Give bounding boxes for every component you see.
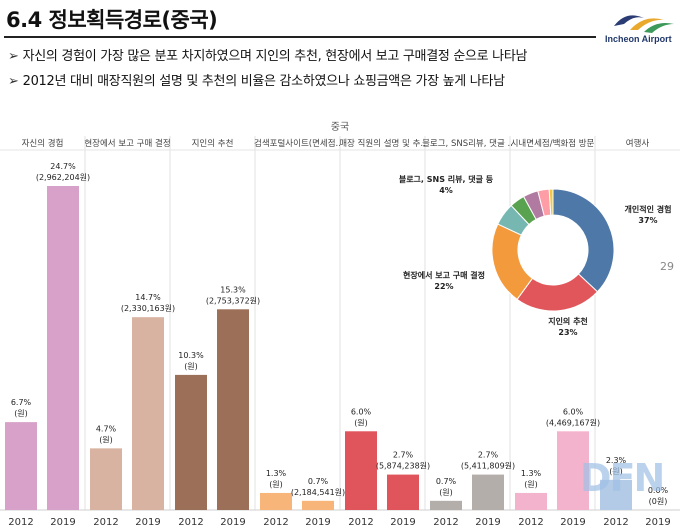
bar-value-label: 14.7% xyxy=(135,293,161,302)
panel-label: 블로그, SNS리뷰, 댓글 .. xyxy=(422,138,513,149)
bar-amount-label: (원) xyxy=(609,467,623,476)
pie-value-label: 37% xyxy=(638,216,657,225)
bar-value-label: 0.7% xyxy=(308,477,329,486)
incheon-airport-logo-icon xyxy=(614,15,674,33)
panel-label: 검색포털사이트(면세점.. xyxy=(254,138,341,149)
bar-amount-label: (원) xyxy=(439,488,453,497)
bar-value-label: 6.0% xyxy=(563,407,584,416)
pie-label: 블로그, SNS 리뷰, 댓글 등 xyxy=(399,174,494,184)
x-tick-label: 2012 xyxy=(603,517,628,528)
bar-amount-label: (원) xyxy=(99,435,113,444)
logo-text: Incheon Airport xyxy=(605,34,672,44)
bar-value-label: 4.7% xyxy=(96,424,117,433)
bar xyxy=(345,431,377,510)
bar xyxy=(302,500,334,510)
title-rule xyxy=(4,36,596,38)
bar-amount-label: (2,330,163원) xyxy=(121,304,175,313)
bar xyxy=(90,448,122,510)
x-tick-label: 2012 xyxy=(348,517,373,528)
bar xyxy=(217,309,249,510)
x-tick-label: 2012 xyxy=(178,517,203,528)
bar-amount-label: (원) xyxy=(524,480,538,489)
bar-value-label: 2.7% xyxy=(478,451,499,460)
pie-label: 지인의 추천 xyxy=(548,316,588,326)
panel-label: 자신의 경험 xyxy=(22,138,64,149)
bar xyxy=(600,479,632,510)
bullet-arrow-icon: ➢ xyxy=(8,74,19,89)
pie-label: 현장에서 보고 구매 결정 xyxy=(403,270,485,280)
pie-value-label: 23% xyxy=(558,328,577,337)
panel-label: 지인의 추천 xyxy=(192,138,234,149)
bar-value-label: 0.7% xyxy=(436,477,457,486)
bar xyxy=(557,431,589,510)
bar-value-label: 6.7% xyxy=(11,398,32,407)
bar-value-label: 10.3% xyxy=(178,351,204,360)
x-tick-label: 2019 xyxy=(390,517,415,528)
bullet-arrow-icon: ➢ xyxy=(8,49,19,64)
bar-amount-label: (원) xyxy=(269,480,283,489)
x-tick-label: 2012 xyxy=(263,517,288,528)
panel-label: 현장에서 보고 구매 결정 xyxy=(84,138,170,149)
bar xyxy=(132,317,164,510)
pie-slice xyxy=(552,188,615,293)
x-tick-label: 2012 xyxy=(433,517,458,528)
bar-value-label: 0.0% xyxy=(648,486,669,495)
x-tick-label: 2019 xyxy=(560,517,585,528)
bar xyxy=(260,492,292,510)
bar xyxy=(5,422,37,510)
pie-value-label: 22% xyxy=(434,282,453,291)
x-tick-label: 2019 xyxy=(475,517,500,528)
page-title: 6.4 정보획득경로(중국) xyxy=(6,8,218,32)
x-tick-label: 2019 xyxy=(220,517,245,528)
watermark: DFN xyxy=(580,456,665,500)
bar-amount-label: (5,874,238원) xyxy=(376,462,430,471)
bar-value-label: 15.3% xyxy=(220,285,246,294)
x-tick-label: 2019 xyxy=(50,517,75,528)
pie-value-label: 4% xyxy=(439,186,453,195)
x-tick-label: 2019 xyxy=(305,517,330,528)
x-tick-label: 2019 xyxy=(645,517,670,528)
bar xyxy=(387,474,419,510)
pie-label: 개인적인 경험 xyxy=(625,204,672,214)
bar-amount-label: (0원) xyxy=(649,497,668,506)
bar-amount-label: (원) xyxy=(14,409,28,418)
chart-title: 중국 xyxy=(331,121,349,133)
panel-label: 매장 직원의 설명 및 추.. xyxy=(339,138,426,149)
bar xyxy=(472,474,504,510)
bar-value-label: 2.7% xyxy=(393,451,414,460)
bullet-1: ➢ 자신의 경험이 가장 많은 분포 차지하였으며 지인의 추천, 현장에서 보고… xyxy=(8,45,527,64)
pie-slice xyxy=(548,188,554,216)
bar xyxy=(430,500,462,510)
bar-amount-label: (2,184,541원) xyxy=(291,488,345,497)
x-tick-label: 2019 xyxy=(135,517,160,528)
bar-value-label: 2.3% xyxy=(606,456,627,465)
page-number: 29 xyxy=(660,260,674,273)
bullet-1-text: 자신의 경험이 가장 많은 분포 차지하였으며 지인의 추천, 현장에서 보고 … xyxy=(22,49,528,64)
bar-amount-label: (원) xyxy=(354,418,368,427)
bar xyxy=(47,186,79,510)
bullet-2-text: 2012년 대비 매장직원의 설명 및 추천의 비율은 감소하였으나 쇼핑금액은… xyxy=(22,74,505,89)
bullet-2: ➢ 2012년 대비 매장직원의 설명 및 추천의 비율은 감소하였으나 쇼핑금액… xyxy=(8,70,505,89)
bar-amount-label: (5,411,809원) xyxy=(461,462,515,471)
bar-value-label: 1.3% xyxy=(266,469,287,478)
bar-amount-label: (원) xyxy=(184,362,198,371)
bar xyxy=(175,374,207,510)
x-tick-label: 2012 xyxy=(8,517,33,528)
bar-value-label: 1.3% xyxy=(521,469,542,478)
x-tick-label: 2012 xyxy=(93,517,118,528)
bar-value-label: 6.0% xyxy=(351,407,372,416)
bar xyxy=(515,492,547,510)
panel-label: 여행사 xyxy=(626,138,650,149)
bar-amount-label: (4,469,167원) xyxy=(546,418,600,427)
panel-label: 시내면세점/백화점 방문 xyxy=(511,138,595,149)
x-tick-label: 2012 xyxy=(518,517,543,528)
bar-amount-label: (2,962,204원) xyxy=(36,173,90,182)
bar-value-label: 24.7% xyxy=(50,162,76,171)
bar-amount-label: (2,753,372원) xyxy=(206,296,260,305)
